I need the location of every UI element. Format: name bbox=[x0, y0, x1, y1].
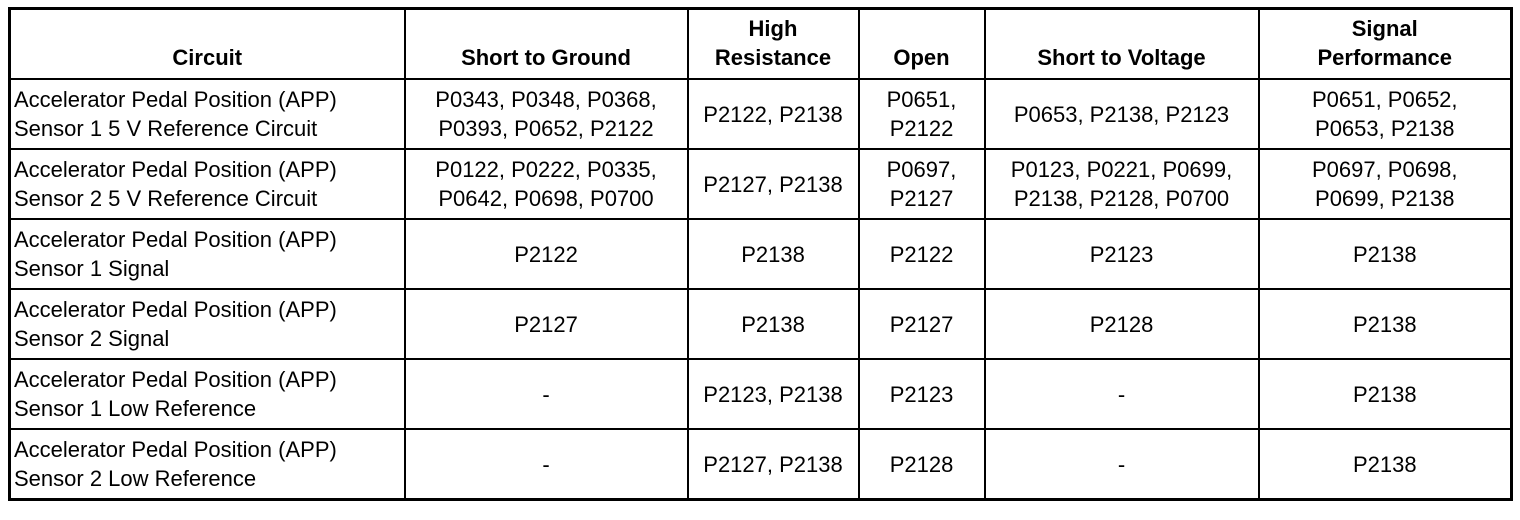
header-signal-performance: Signal Performance bbox=[1257, 7, 1513, 80]
cell-short-to-voltage: P0123, P0221, P0699, P2138, P2128, P0700 bbox=[983, 148, 1260, 220]
cell-signal-performance: P2138 bbox=[1257, 288, 1513, 360]
cell-signal-performance: P2138 bbox=[1257, 358, 1513, 430]
table-row: Accelerator Pedal Position (APP) Sensor … bbox=[8, 428, 1513, 501]
cell-open: P2128 bbox=[857, 428, 986, 501]
cell-open: P0697, P2127 bbox=[857, 148, 986, 220]
cell-signal-performance: P2138 bbox=[1257, 218, 1513, 290]
cell-high-resistance: P2127, P2138 bbox=[686, 428, 860, 501]
header-circuit: Circuit bbox=[8, 7, 406, 80]
cell-high-resistance: P2123, P2138 bbox=[686, 358, 860, 430]
cell-short-to-voltage: P2123 bbox=[983, 218, 1260, 290]
header-short-to-ground: Short to Ground bbox=[403, 7, 689, 80]
cell-short-to-ground: P0122, P0222, P0335, P0642, P0698, P0700 bbox=[403, 148, 689, 220]
cell-signal-performance: P2138 bbox=[1257, 428, 1513, 501]
cell-high-resistance: P2127, P2138 bbox=[686, 148, 860, 220]
cell-signal-performance: P0651, P0652, P0653, P2138 bbox=[1257, 78, 1513, 150]
cell-short-to-ground: - bbox=[403, 358, 689, 430]
cell-open: P2123 bbox=[857, 358, 986, 430]
cell-high-resistance: P2138 bbox=[686, 288, 860, 360]
cell-circuit: Accelerator Pedal Position (APP) Sensor … bbox=[8, 288, 406, 360]
dtc-circuit-table: Circuit Short to Ground High Resistance … bbox=[8, 7, 1513, 501]
table-row: Accelerator Pedal Position (APP) Sensor … bbox=[8, 78, 1513, 150]
cell-open: P2122 bbox=[857, 218, 986, 290]
cell-open: P0651, P2122 bbox=[857, 78, 986, 150]
cell-short-to-voltage: P0653, P2138, P2123 bbox=[983, 78, 1260, 150]
cell-circuit: Accelerator Pedal Position (APP) Sensor … bbox=[8, 78, 406, 150]
cell-short-to-ground: - bbox=[403, 428, 689, 501]
table-row: Accelerator Pedal Position (APP) Sensor … bbox=[8, 218, 1513, 290]
cell-short-to-voltage: P2128 bbox=[983, 288, 1260, 360]
cell-circuit: Accelerator Pedal Position (APP) Sensor … bbox=[8, 148, 406, 220]
cell-signal-performance: P0697, P0698, P0699, P2138 bbox=[1257, 148, 1513, 220]
table-row: Accelerator Pedal Position (APP) Sensor … bbox=[8, 288, 1513, 360]
cell-short-to-ground: P2127 bbox=[403, 288, 689, 360]
header-short-to-voltage: Short to Voltage bbox=[983, 7, 1260, 80]
cell-circuit: Accelerator Pedal Position (APP) Sensor … bbox=[8, 358, 406, 430]
cell-short-to-ground: P2122 bbox=[403, 218, 689, 290]
cell-short-to-voltage: - bbox=[983, 428, 1260, 501]
table-row: Accelerator Pedal Position (APP) Sensor … bbox=[8, 358, 1513, 430]
cell-short-to-voltage: - bbox=[983, 358, 1260, 430]
cell-circuit: Accelerator Pedal Position (APP) Sensor … bbox=[8, 218, 406, 290]
cell-high-resistance: P2122, P2138 bbox=[686, 78, 860, 150]
header-open: Open bbox=[857, 7, 986, 80]
header-row: Circuit Short to Ground High Resistance … bbox=[8, 7, 1513, 80]
cell-short-to-ground: P0343, P0348, P0368, P0393, P0652, P2122 bbox=[403, 78, 689, 150]
header-high-resistance: High Resistance bbox=[686, 7, 860, 80]
cell-open: P2127 bbox=[857, 288, 986, 360]
cell-high-resistance: P2138 bbox=[686, 218, 860, 290]
table-row: Accelerator Pedal Position (APP) Sensor … bbox=[8, 148, 1513, 220]
cell-circuit: Accelerator Pedal Position (APP) Sensor … bbox=[8, 428, 406, 501]
